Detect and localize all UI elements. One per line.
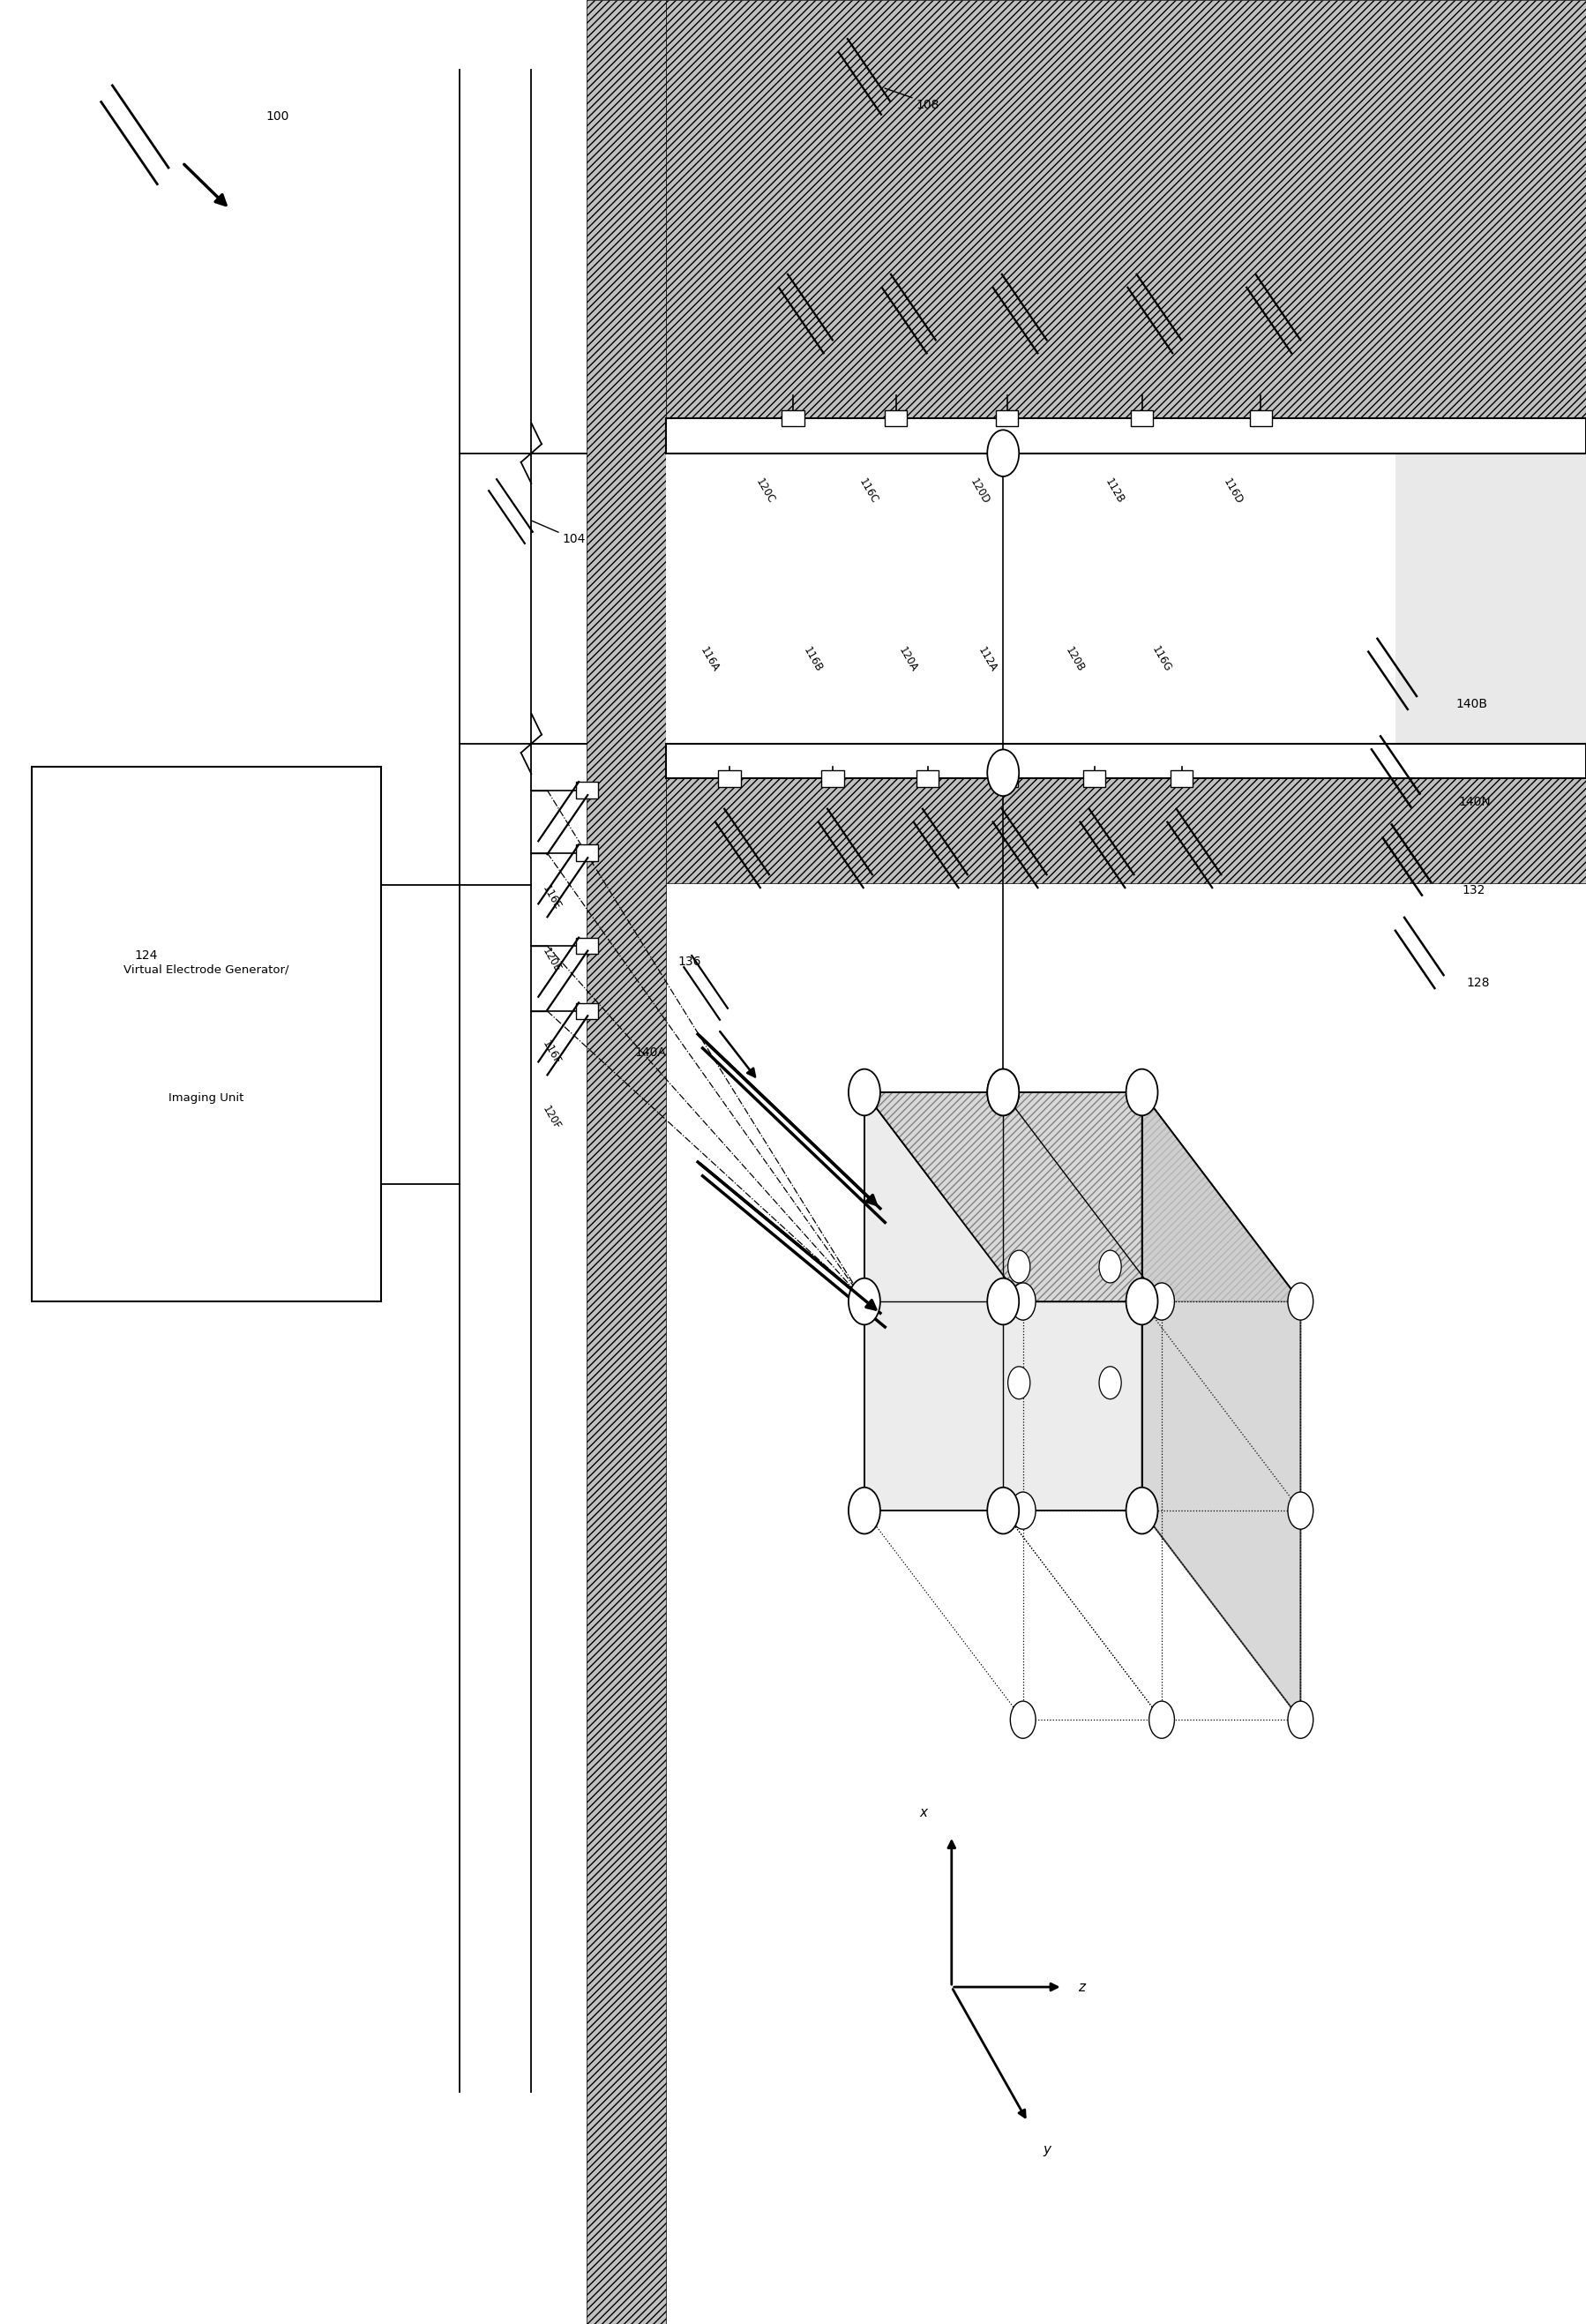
- Text: 132: 132: [1462, 883, 1484, 897]
- Circle shape: [1099, 1250, 1121, 1283]
- Text: 124: 124: [135, 948, 157, 962]
- Text: 116A: 116A: [698, 646, 722, 674]
- Circle shape: [849, 1069, 880, 1116]
- Circle shape: [1126, 1069, 1158, 1116]
- Text: 112B: 112B: [1102, 476, 1126, 507]
- Text: z: z: [1078, 1980, 1085, 1994]
- Polygon shape: [666, 744, 1586, 883]
- Circle shape: [1010, 1492, 1036, 1529]
- Bar: [576, 1004, 598, 1020]
- Circle shape: [1126, 1487, 1158, 1534]
- Text: y: y: [1042, 2143, 1052, 2157]
- Polygon shape: [666, 744, 1586, 779]
- Circle shape: [1148, 1701, 1174, 1738]
- Text: 116F: 116F: [541, 1039, 563, 1067]
- Circle shape: [986, 1487, 1020, 1534]
- Polygon shape: [864, 1092, 1301, 1301]
- Text: 112A: 112A: [975, 646, 999, 674]
- Bar: [576, 939, 598, 955]
- Polygon shape: [587, 0, 666, 2324]
- Polygon shape: [666, 418, 1586, 453]
- Text: 108: 108: [917, 98, 939, 112]
- Circle shape: [1288, 1283, 1313, 1320]
- Bar: [917, 772, 939, 786]
- Circle shape: [1126, 1278, 1158, 1325]
- Text: 116D: 116D: [1221, 476, 1245, 507]
- Polygon shape: [666, 453, 1396, 744]
- Text: 120E: 120E: [539, 946, 563, 974]
- Text: 116G: 116G: [1150, 644, 1174, 674]
- Bar: [885, 411, 907, 428]
- Text: 116B: 116B: [801, 644, 825, 674]
- Text: 140N: 140N: [1459, 795, 1491, 809]
- Text: 120D: 120D: [967, 476, 991, 507]
- Text: Imaging Unit: Imaging Unit: [168, 1092, 244, 1104]
- Circle shape: [986, 1069, 1020, 1116]
- Circle shape: [1009, 1367, 1031, 1399]
- Text: 128: 128: [1467, 976, 1489, 990]
- Circle shape: [986, 1278, 1020, 1325]
- Circle shape: [986, 430, 1020, 476]
- Polygon shape: [666, 0, 1586, 418]
- Bar: [576, 781, 598, 797]
- Bar: [32, 767, 381, 1301]
- Circle shape: [1288, 1492, 1313, 1529]
- Bar: [782, 411, 804, 428]
- Text: 104: 104: [563, 532, 585, 546]
- Text: 136: 136: [679, 955, 701, 969]
- Text: 120F: 120F: [541, 1104, 563, 1132]
- Bar: [822, 772, 844, 786]
- Polygon shape: [666, 453, 1586, 744]
- Circle shape: [849, 1278, 880, 1325]
- Text: 120C: 120C: [753, 476, 777, 507]
- Bar: [1170, 772, 1193, 786]
- Circle shape: [1148, 1283, 1174, 1320]
- Circle shape: [1099, 1367, 1121, 1399]
- Circle shape: [1288, 1701, 1313, 1738]
- Text: 100: 100: [266, 109, 289, 123]
- Polygon shape: [1142, 1092, 1301, 1720]
- Circle shape: [1010, 1283, 1036, 1320]
- Circle shape: [849, 1487, 880, 1534]
- Polygon shape: [864, 1092, 1142, 1511]
- Circle shape: [986, 1069, 1020, 1116]
- Bar: [718, 772, 741, 786]
- Text: 140A: 140A: [634, 1046, 666, 1060]
- Text: x: x: [918, 1806, 928, 1820]
- Bar: [576, 846, 598, 862]
- Bar: [1250, 411, 1272, 428]
- Bar: [1083, 772, 1105, 786]
- Bar: [996, 411, 1018, 428]
- Bar: [1131, 411, 1153, 428]
- Text: 116C: 116C: [856, 476, 880, 507]
- Text: 116E: 116E: [539, 883, 563, 911]
- Text: 140B: 140B: [1456, 697, 1488, 711]
- Text: 120A: 120A: [896, 646, 920, 674]
- Circle shape: [986, 751, 1020, 795]
- Circle shape: [1010, 1701, 1036, 1738]
- Circle shape: [1009, 1250, 1031, 1283]
- Text: 120B: 120B: [1063, 646, 1086, 674]
- Text: Virtual Electrode Generator/: Virtual Electrode Generator/: [124, 964, 289, 976]
- Bar: [996, 772, 1018, 786]
